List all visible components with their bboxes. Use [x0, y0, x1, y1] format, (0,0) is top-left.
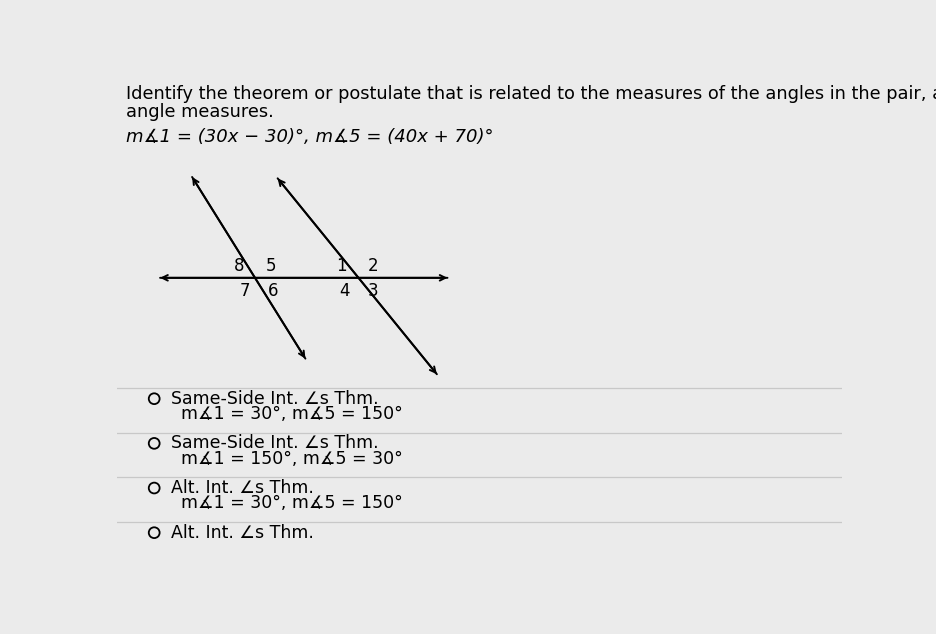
Text: 4: 4: [340, 282, 350, 300]
Text: m∡1 = 30°, m∡5 = 150°: m∡1 = 30°, m∡5 = 150°: [181, 495, 402, 512]
Text: angle measures.: angle measures.: [126, 103, 274, 121]
Text: Identify the theorem or postulate that is related to the measures of the angles : Identify the theorem or postulate that i…: [126, 86, 936, 103]
Text: Same-Side Int. ∠s Thm.: Same-Side Int. ∠s Thm.: [171, 434, 379, 453]
Text: 5: 5: [266, 257, 276, 275]
Text: 6: 6: [268, 282, 278, 300]
Text: 2: 2: [368, 257, 378, 275]
Text: m∡1 = 150°, m∡5 = 30°: m∡1 = 150°, m∡5 = 30°: [181, 450, 402, 468]
Text: 7: 7: [240, 282, 250, 300]
Text: Same-Side Int. ∠s Thm.: Same-Side Int. ∠s Thm.: [171, 390, 379, 408]
Text: Alt. Int. ∠s Thm.: Alt. Int. ∠s Thm.: [171, 524, 314, 541]
Text: Alt. Int. ∠s Thm.: Alt. Int. ∠s Thm.: [171, 479, 314, 497]
Text: 3: 3: [368, 282, 378, 300]
Text: m∡1 = (30x − 30)°, m∡5 = (40x + 70)°: m∡1 = (30x − 30)°, m∡5 = (40x + 70)°: [126, 129, 494, 146]
Text: 8: 8: [233, 257, 244, 275]
Text: m∡1 = 30°, m∡5 = 150°: m∡1 = 30°, m∡5 = 150°: [181, 405, 402, 423]
Text: 1: 1: [336, 257, 347, 275]
